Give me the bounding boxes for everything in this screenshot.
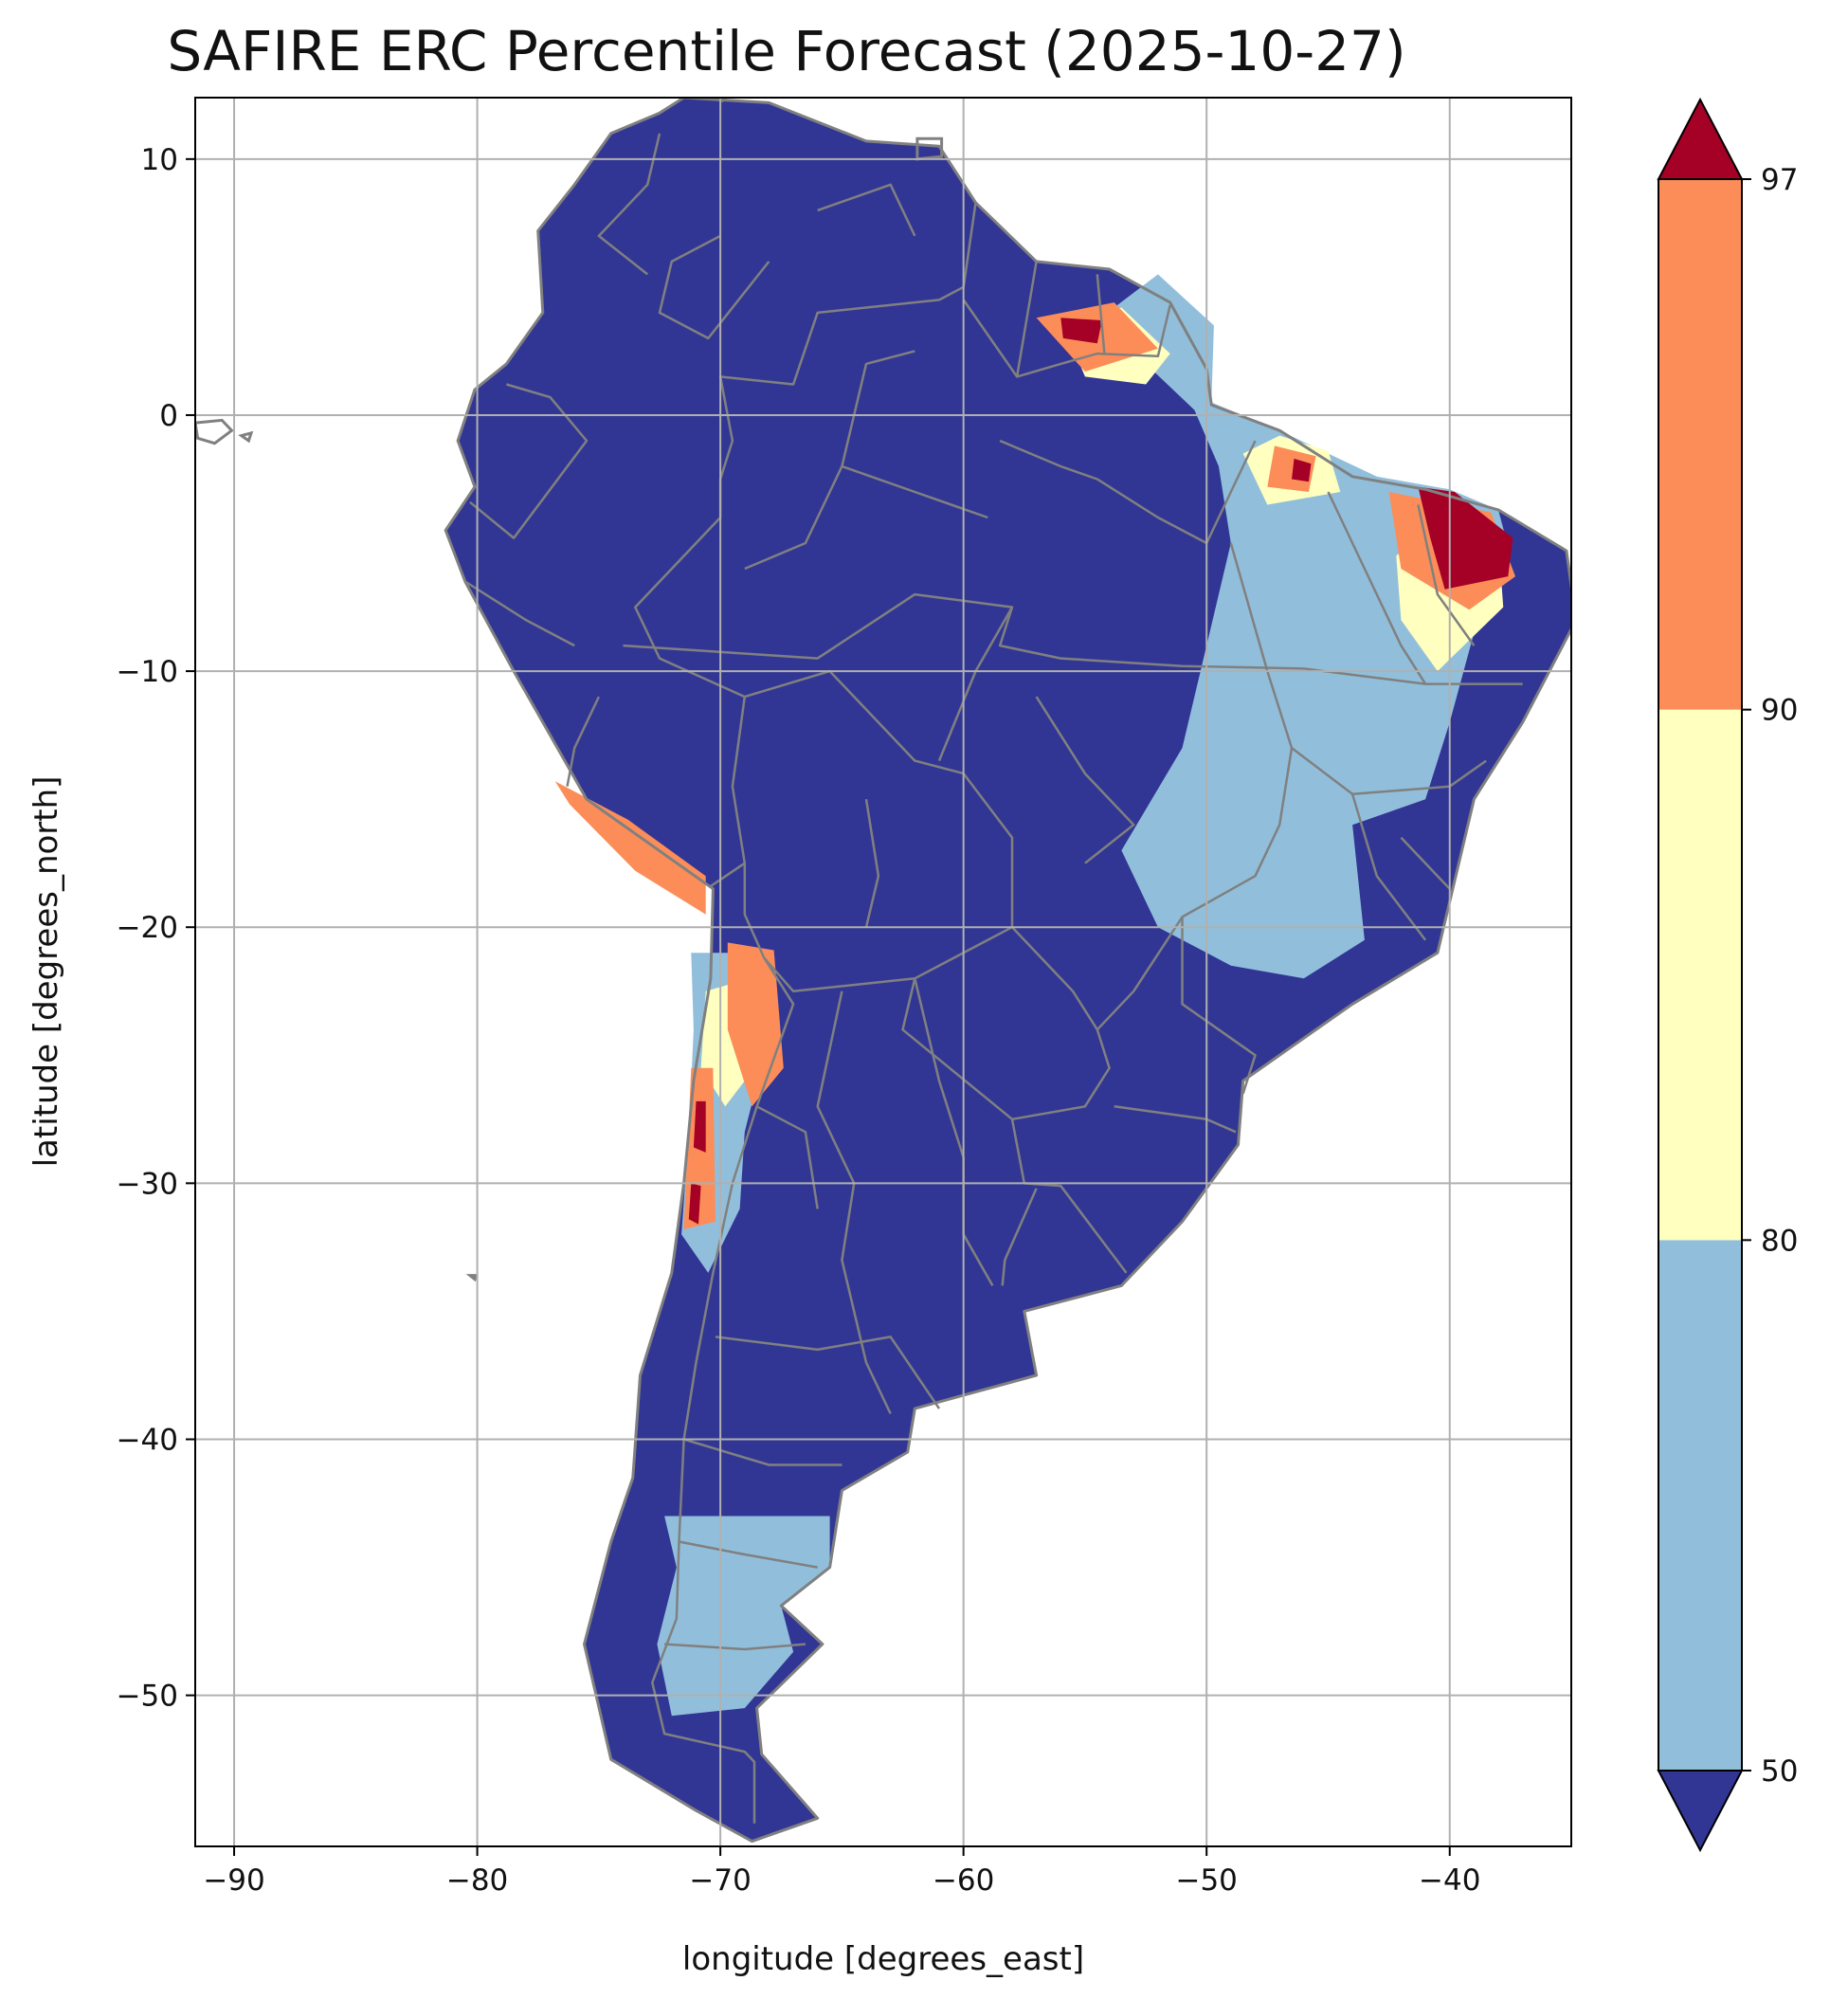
y-tick-label: −10: [117, 655, 178, 689]
x-tick-label: −70: [689, 1863, 751, 1898]
admin-border: [658, 234, 770, 340]
colorbar-over-extension: [1657, 97, 1744, 180]
colorbar-tick-label: 90: [1761, 694, 1798, 728]
admin-border: [651, 956, 795, 1824]
x-axis-label: longitude [degrees_east]: [682, 1940, 1084, 1978]
island-outline: [195, 418, 234, 445]
x-tick-label: −40: [1419, 1863, 1480, 1898]
admin-border: [1181, 917, 1257, 1095]
admin-border: [623, 592, 1523, 685]
colorbar-under-extension: [1657, 1770, 1744, 1853]
plot-frame: [194, 97, 1572, 1847]
chart-title: SAFIRE ERC Percentile Forecast (2025-10-…: [167, 19, 1406, 83]
region--97: [1418, 486, 1513, 590]
axis-ticks: −90 −80 −70 −60 −50 −40 10 0 −10 −20 −30 −40 −50: [117, 143, 1481, 1898]
x-tick-label: −80: [446, 1863, 508, 1898]
y-axis-label: latitude [degrees_north]: [27, 776, 65, 1168]
island-outline: [238, 430, 254, 444]
region-90-97: [727, 942, 784, 1107]
admin-border: [1400, 836, 1451, 890]
region--97: [693, 1100, 706, 1153]
admin-border: [1001, 1188, 1038, 1286]
admin-border: [464, 580, 575, 647]
admin-border: [683, 1438, 842, 1466]
region--97: [1292, 458, 1312, 482]
admin-border: [816, 990, 892, 1415]
coastline: [444, 98, 1571, 1844]
x-tick-label: −90: [203, 1863, 264, 1898]
region--97: [1060, 318, 1102, 344]
region-50-80: [657, 1516, 830, 1717]
admin-border: [817, 183, 916, 237]
island-outline: [465, 1274, 479, 1282]
colorbar-segment: [1658, 709, 1742, 1241]
region--97: [688, 1183, 701, 1225]
admin-border: [1096, 274, 1106, 354]
colorbar-tick-label: 50: [1761, 1754, 1798, 1789]
colorbar-segment: [1658, 1240, 1742, 1771]
admin-border: [679, 1540, 818, 1569]
admin-border: [901, 926, 1111, 1121]
admin-border: [566, 696, 601, 787]
region-90-97: [554, 781, 706, 915]
colorbar-tick-label: 80: [1761, 1224, 1798, 1258]
admin-border: [1327, 491, 1427, 685]
admin-border: [1291, 747, 1487, 796]
y-tick-label: 10: [141, 143, 178, 177]
admin-border: [864, 799, 880, 928]
admin-border: [664, 1643, 806, 1651]
colorbar-frame: [1658, 178, 1743, 1772]
admin-border: [962, 299, 1171, 378]
island-outline: [720, 98, 728, 103]
x-tick-label: −60: [933, 1863, 994, 1898]
x-tick-label: −50: [1175, 1863, 1237, 1898]
colorbar-tick-label: 97: [1761, 163, 1798, 197]
colorbar-segment: [1658, 179, 1742, 710]
admin-border: [469, 383, 589, 539]
island-outline: [915, 136, 944, 161]
admin-border: [1035, 696, 1135, 864]
gridlines: [195, 98, 1571, 1846]
admin-border: [1417, 504, 1476, 646]
admin-border: [841, 350, 915, 467]
admin-border: [999, 439, 1257, 545]
admin-border: [1350, 793, 1427, 941]
colorbar-layer: 50 80 90 97: [1657, 97, 1798, 1853]
y-tick-label: −20: [117, 911, 178, 945]
region-50-80: [1096, 274, 1511, 979]
admin-border: [1015, 261, 1038, 377]
map-plot: −90 −80 −70 −60 −50 −40 10 0 −10 −20 −30 −40 −50 lon…: [27, 97, 1572, 1978]
admin-border: [1096, 542, 1294, 1031]
y-tick-label: −50: [117, 1680, 178, 1714]
region-layer: [195, 98, 1571, 1844]
y-tick-label: −40: [117, 1423, 178, 1457]
y-tick-label: 0: [159, 399, 178, 433]
admin-border: [1010, 1118, 1128, 1274]
y-tick-label: −30: [117, 1167, 178, 1201]
admin-border: [715, 1336, 941, 1409]
